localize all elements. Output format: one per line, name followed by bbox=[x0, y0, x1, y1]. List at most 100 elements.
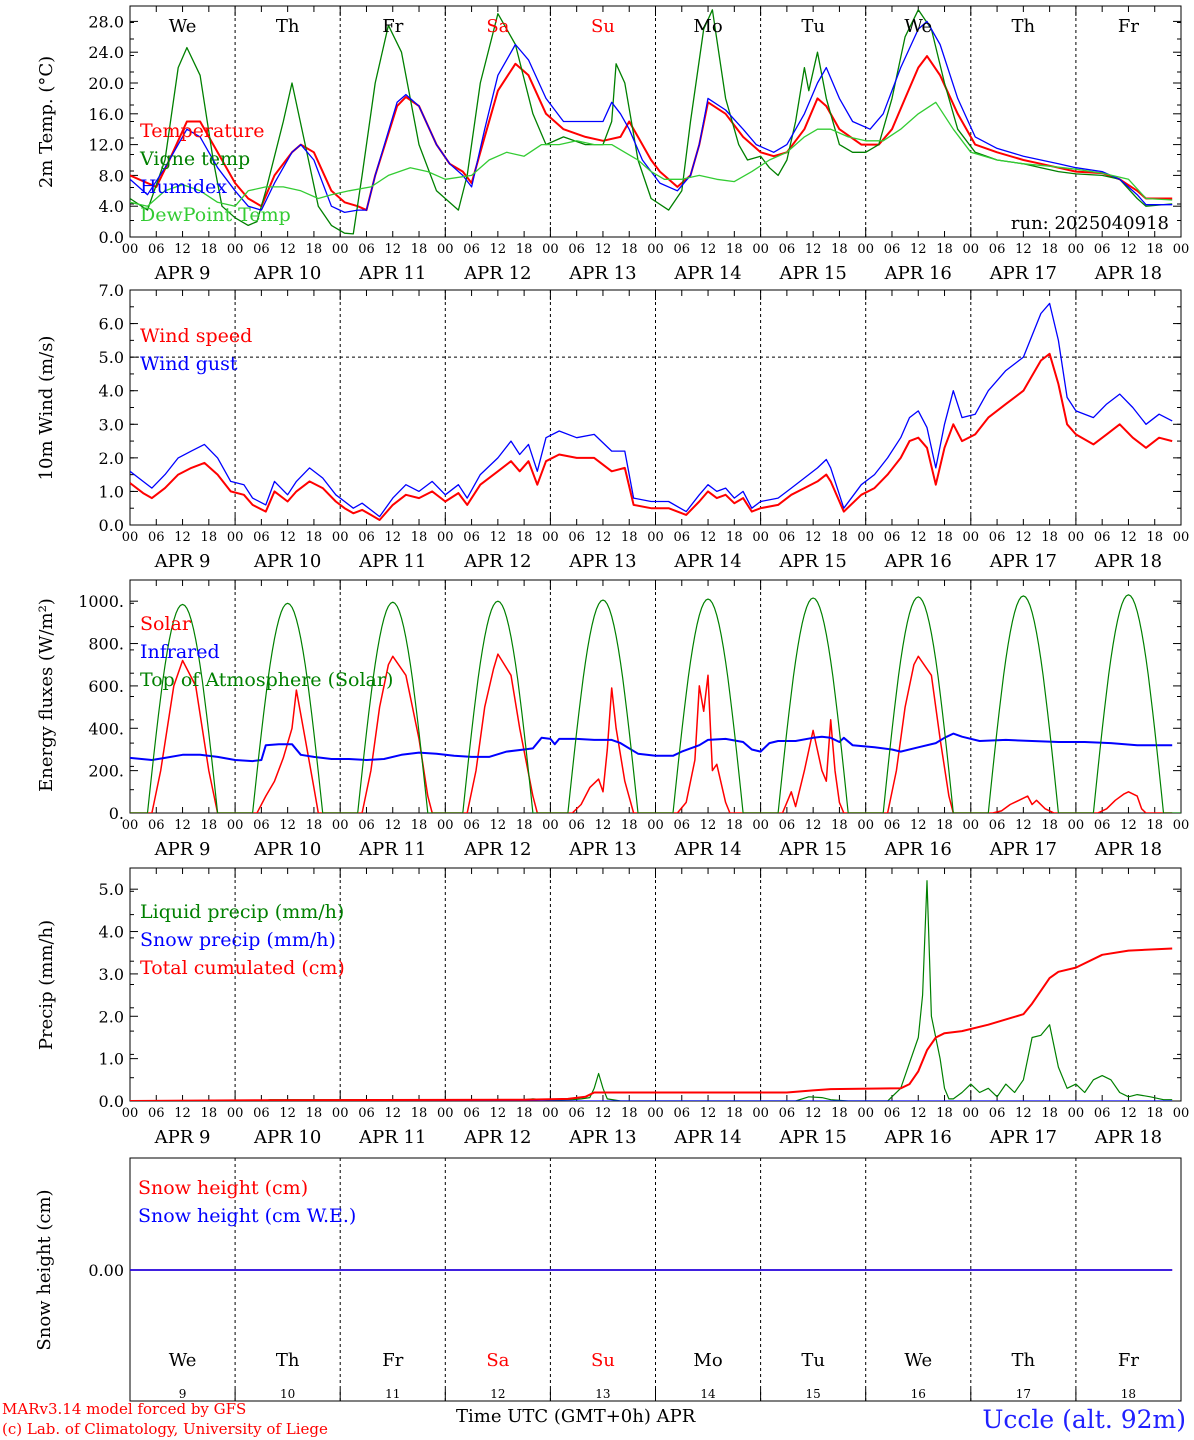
panel-2 bbox=[129, 289, 1182, 526]
date-label: APR 12 bbox=[463, 839, 531, 860]
hour-tick-label: 06 bbox=[148, 242, 165, 257]
panel-5 bbox=[129, 1157, 1182, 1402]
hour-tick-label: 06 bbox=[1094, 530, 1111, 545]
hour-tick-label: 00 bbox=[1173, 818, 1190, 833]
hour-tick-label: 00 bbox=[1068, 818, 1085, 833]
hour-tick-label: 00 bbox=[122, 242, 139, 257]
hour-tick-label: 06 bbox=[463, 530, 480, 545]
hour-tick-label: 00 bbox=[122, 1106, 139, 1121]
hour-tick-label: 18 bbox=[621, 530, 638, 545]
hour-tick-label: 00 bbox=[542, 242, 559, 257]
day-number-label: 10 bbox=[280, 1387, 295, 1401]
hour-tick-label: 12 bbox=[490, 530, 507, 545]
hour-tick-label: 06 bbox=[779, 818, 796, 833]
y-tick-label: 7.0 bbox=[99, 281, 124, 300]
legend-label: Humidex bbox=[140, 176, 227, 198]
hour-tick-label: 18 bbox=[201, 1106, 218, 1121]
hour-tick-label: 12 bbox=[490, 1106, 507, 1121]
date-label: APR 9 bbox=[154, 1127, 211, 1148]
series-line-wind-gust bbox=[130, 302, 1173, 518]
y-tick-label: 6.0 bbox=[99, 315, 124, 334]
hour-tick-label: 18 bbox=[411, 1106, 428, 1121]
lab-credit: (c) Lab. of Climatology, University of L… bbox=[2, 1420, 328, 1438]
date-label: APR 18 bbox=[1094, 1127, 1162, 1148]
weekday-label: Mo bbox=[693, 1350, 722, 1371]
date-label: APR 17 bbox=[989, 263, 1057, 284]
y-tick-label: 12.0 bbox=[88, 136, 124, 155]
hour-tick-label: 00 bbox=[437, 1106, 454, 1121]
hour-tick-label: 12 bbox=[910, 818, 927, 833]
y-tick-label: 4.0 bbox=[99, 197, 124, 216]
hour-tick-label: 00 bbox=[963, 1106, 980, 1121]
weekday-label: Tu bbox=[801, 16, 825, 37]
hour-tick-label: 00 bbox=[122, 818, 139, 833]
hour-tick-label: 06 bbox=[884, 818, 901, 833]
hour-tick-label: 18 bbox=[831, 1106, 848, 1121]
hour-tick-label: 12 bbox=[805, 242, 822, 257]
date-label: APR 13 bbox=[568, 263, 636, 284]
date-label: APR 13 bbox=[568, 551, 636, 572]
date-label: APR 10 bbox=[253, 263, 321, 284]
date-label: APR 14 bbox=[673, 1127, 741, 1148]
hour-tick-label: 00 bbox=[437, 242, 454, 257]
hour-tick-label: 18 bbox=[1146, 818, 1163, 833]
date-label: APR 17 bbox=[989, 551, 1057, 572]
hour-tick-label: 00 bbox=[752, 242, 769, 257]
legend-label: Infrared bbox=[140, 641, 220, 663]
y-tick-label: 200. bbox=[88, 762, 124, 781]
y-tick-label: 24.0 bbox=[88, 43, 124, 62]
hour-tick-label: 06 bbox=[568, 1106, 585, 1121]
legend-label: Vigne temp bbox=[139, 148, 250, 170]
hour-tick-label: 06 bbox=[674, 1106, 691, 1121]
hour-tick-label: 12 bbox=[1120, 1106, 1137, 1121]
hour-tick-label: 06 bbox=[989, 818, 1006, 833]
y-tick-label: 1.0 bbox=[99, 482, 124, 501]
hour-tick-label: 12 bbox=[700, 1106, 717, 1121]
date-label: APR 16 bbox=[884, 263, 952, 284]
hour-tick-label: 12 bbox=[1015, 818, 1032, 833]
hour-tick-label: 12 bbox=[805, 1106, 822, 1121]
series-line-temperature bbox=[130, 55, 1173, 212]
hour-tick-label: 18 bbox=[306, 530, 323, 545]
hour-tick-label: 12 bbox=[384, 1106, 401, 1121]
series-line-humidex bbox=[130, 20, 1173, 214]
run-label: run: 2025040918 bbox=[1011, 213, 1169, 234]
hour-tick-label: 06 bbox=[253, 818, 270, 833]
hour-tick-label: 18 bbox=[726, 242, 743, 257]
hour-tick-label: 06 bbox=[989, 1106, 1006, 1121]
hour-tick-label: 12 bbox=[1015, 242, 1032, 257]
weekday-label: Fr bbox=[382, 1350, 403, 1371]
hour-tick-label: 06 bbox=[674, 242, 691, 257]
y-tick-label: 800. bbox=[88, 635, 124, 654]
weekday-label: We bbox=[904, 1350, 932, 1371]
hour-tick-label: 12 bbox=[1120, 242, 1137, 257]
panel-4 bbox=[129, 867, 1182, 1102]
hour-tick-label: 12 bbox=[490, 242, 507, 257]
legend-label: Snow height (cm) bbox=[138, 1177, 308, 1199]
y-tick-label: 1.0 bbox=[99, 1050, 124, 1069]
time-axis-title: Time UTC (GMT+0h) APR bbox=[456, 1406, 696, 1427]
hour-tick-label: 06 bbox=[358, 530, 375, 545]
hour-tick-label: 18 bbox=[411, 530, 428, 545]
y-axis-label: Precip (mm/h) bbox=[36, 920, 57, 1050]
series-line-top-of-atmosphere-solar bbox=[130, 594, 1181, 813]
hour-tick-label: 06 bbox=[463, 1106, 480, 1121]
date-label: APR 14 bbox=[673, 551, 741, 572]
legend-label: Top of Atmosphere (Solar) bbox=[140, 669, 393, 691]
hour-tick-label: 00 bbox=[857, 530, 874, 545]
hour-tick-label: 12 bbox=[279, 1106, 296, 1121]
station-label: Uccle (alt. 92m) bbox=[982, 1405, 1186, 1434]
hour-tick-label: 00 bbox=[1068, 242, 1085, 257]
date-label: APR 18 bbox=[1094, 263, 1162, 284]
weekday-label: Th bbox=[1012, 16, 1036, 37]
y-tick-label: 600. bbox=[88, 677, 124, 696]
hour-tick-label: 18 bbox=[1146, 1106, 1163, 1121]
hour-tick-label: 18 bbox=[1146, 530, 1163, 545]
hour-tick-label: 18 bbox=[936, 818, 953, 833]
series-line-dewpoint-temp bbox=[130, 101, 1173, 207]
y-tick-label: 5.0 bbox=[99, 880, 124, 899]
y-axis-label: Snow height (cm) bbox=[34, 1189, 55, 1350]
date-label: APR 17 bbox=[989, 839, 1057, 860]
weekday-label: We bbox=[169, 1350, 197, 1371]
hour-tick-label: 06 bbox=[1094, 1106, 1111, 1121]
